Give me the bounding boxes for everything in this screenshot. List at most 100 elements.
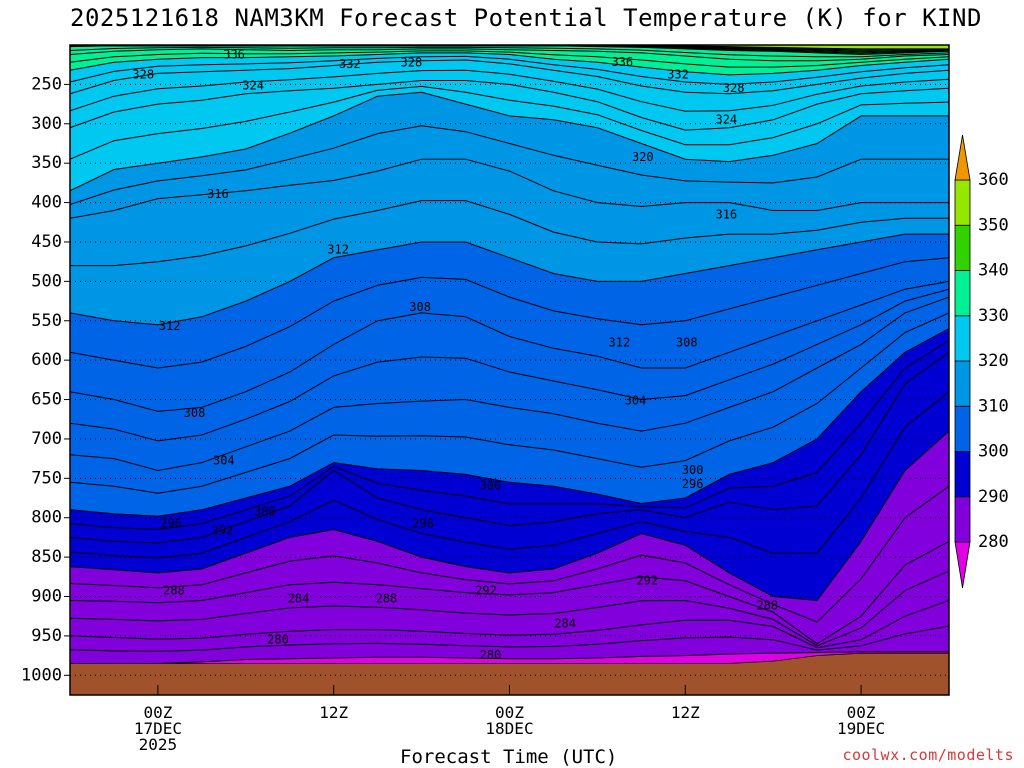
y-tick-label-950: 950	[31, 626, 62, 646]
fill-band-296	[70, 328, 949, 543]
contour-label-312: 312	[327, 242, 349, 256]
contour-label-292: 292	[212, 524, 234, 538]
contour-label-332: 332	[667, 67, 689, 81]
x-tick-label-48-1: 19DEC	[837, 719, 885, 738]
y-tick-label-500: 500	[31, 271, 62, 291]
source-credit: coolwx.com/modelts	[842, 746, 1014, 764]
colorbar-label-340: 340	[978, 261, 1009, 281]
y-tick-label-700: 700	[31, 429, 62, 449]
colorbar-band-280	[954, 496, 971, 543]
contour-label-336: 336	[223, 48, 245, 62]
fill-band-300	[70, 297, 949, 517]
isentrope-304	[70, 296, 949, 472]
fill-band-292	[70, 352, 949, 601]
contour-label-280: 280	[480, 648, 502, 662]
fill-band-288	[70, 431, 949, 644]
fill-band-350	[70, 45, 949, 49]
contour-label-300: 300	[480, 479, 502, 493]
contour-label-280: 280	[267, 632, 289, 646]
y-tick-label-800: 800	[31, 508, 62, 528]
colorbar-label-320: 320	[978, 351, 1009, 371]
colorbar-label-330: 330	[978, 306, 1009, 326]
isentrope-318	[70, 125, 949, 205]
contour-label-300: 300	[682, 463, 704, 477]
fill-band-332	[70, 48, 949, 75]
y-tick-label-250: 250	[31, 74, 62, 94]
contour-label-304: 304	[625, 394, 647, 408]
contour-label-308: 308	[409, 300, 431, 314]
colorbar-label-290: 290	[978, 487, 1009, 507]
y-tick-label-350: 350	[31, 153, 62, 173]
contour-label-316: 316	[715, 208, 737, 222]
colorbar-label-350: 350	[978, 215, 1009, 235]
isentrope-282	[70, 625, 949, 652]
chart-title: 2025121618 NAM3KM Forecast Potential Tem…	[70, 4, 982, 32]
fill-band-312	[70, 159, 949, 325]
colorbar-extension-top	[954, 134, 971, 181]
y-tick-label-750: 750	[31, 468, 62, 488]
isentrope-298	[70, 340, 949, 531]
isentrope-296	[70, 351, 949, 544]
isentrope-326	[70, 69, 949, 112]
contour-label-288: 288	[163, 584, 185, 598]
isentrope-322	[70, 85, 949, 160]
y-tick-label-400: 400	[31, 193, 62, 213]
contour-label-316: 316	[207, 187, 229, 201]
x-tick-label-0-0: 00Z	[143, 703, 172, 722]
y-tick-label-650: 650	[31, 390, 62, 410]
fill-band-280	[70, 600, 949, 665]
contour-label-284: 284	[554, 617, 576, 631]
contour-label-288: 288	[756, 598, 778, 612]
colorbar-label-310: 310	[978, 396, 1009, 416]
y-tick-label-1000: 1000	[21, 665, 62, 685]
colorbar-label-300: 300	[978, 442, 1009, 462]
x-tick-label-24-0: 00Z	[495, 703, 524, 722]
colorbar-band-310	[954, 360, 971, 407]
contour-label-312: 312	[609, 335, 631, 349]
isentrope-338	[70, 46, 949, 58]
isentrope-302	[70, 312, 949, 494]
y-tick-label-300: 300	[31, 114, 62, 134]
contour-label-336: 336	[611, 55, 633, 69]
fill-band-316	[70, 92, 949, 219]
colorbar-band-320	[954, 315, 971, 362]
isentrope-314	[70, 200, 949, 267]
contour-label-288: 288	[376, 591, 398, 605]
contour-label-328: 328	[401, 56, 423, 70]
isentrope-280	[70, 651, 949, 665]
isentrope-310	[70, 257, 949, 369]
contour-label-324: 324	[715, 112, 737, 126]
y-tick-label-450: 450	[31, 232, 62, 252]
y-tick-label-850: 850	[31, 547, 62, 567]
colorbar-extension-bottom	[954, 541, 971, 589]
isentrope-328	[70, 59, 949, 95]
contour-label-312: 312	[159, 319, 181, 333]
x-tick-label-0-1: 17DEC	[134, 719, 182, 738]
x-tick-label-36-0: 12Z	[671, 703, 700, 722]
isentrope-320	[70, 91, 949, 192]
contour-label-328: 328	[723, 81, 745, 95]
colorbar-band-340	[954, 224, 971, 271]
isentrope-300	[70, 328, 949, 517]
y-tick-label-600: 600	[31, 350, 62, 370]
contour-label-300: 300	[254, 505, 276, 519]
contour-label-296: 296	[412, 517, 434, 531]
fill-band-324	[70, 60, 949, 131]
colorbar-label-280: 280	[978, 532, 1009, 552]
isentrope-350	[70, 45, 949, 50]
contour-label-332: 332	[339, 57, 361, 71]
fill-band-308	[70, 234, 949, 412]
x-tick-label-48-0: 00Z	[847, 703, 876, 722]
isentrope-284	[70, 600, 949, 649]
isentrope-332	[70, 52, 949, 76]
isentrope-294	[70, 391, 949, 559]
isentrope-330	[70, 55, 949, 85]
isentrope-290	[70, 485, 949, 623]
y-tick-label-550: 550	[31, 311, 62, 331]
contour-label-296: 296	[160, 517, 182, 531]
x-tick-label-0-2: 2025	[139, 735, 178, 754]
ground-below-surface	[70, 652, 949, 695]
x-axis-label: Forecast Time (UTC)	[400, 746, 618, 768]
isentrope-286	[70, 570, 949, 647]
